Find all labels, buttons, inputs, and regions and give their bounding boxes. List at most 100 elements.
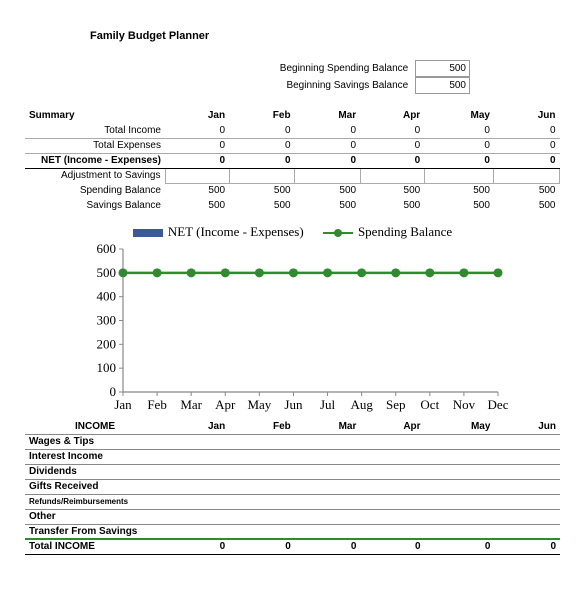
adjustment-cell[interactable] — [360, 168, 424, 183]
summary-cell: 0 — [424, 138, 494, 153]
income-cell[interactable] — [494, 434, 560, 449]
summary-row-label: Adjustment to Savings — [25, 168, 165, 183]
income-cell[interactable] — [425, 434, 495, 449]
svg-text:400: 400 — [96, 289, 116, 304]
income-cell[interactable] — [425, 494, 495, 509]
adjustment-cell[interactable] — [494, 168, 560, 183]
income-cell[interactable] — [165, 434, 229, 449]
begin-spend-label: Beginning Spending Balance — [280, 61, 408, 76]
col-month: May — [424, 108, 494, 123]
income-cell[interactable] — [165, 479, 229, 494]
income-cell[interactable] — [295, 509, 361, 524]
svg-text:Apr: Apr — [215, 397, 236, 412]
col-month: Jun — [494, 419, 560, 434]
income-cell[interactable] — [229, 449, 295, 464]
income-cell[interactable] — [229, 479, 295, 494]
col-month: Feb — [229, 108, 294, 123]
summary-cell: 500 — [165, 183, 229, 198]
summary-row-label: Savings Balance — [25, 198, 165, 213]
income-cell[interactable] — [295, 524, 361, 539]
income-cell[interactable] — [165, 494, 229, 509]
summary-cell: 0 — [165, 153, 229, 168]
income-cell[interactable] — [360, 449, 424, 464]
income-cell[interactable] — [295, 479, 361, 494]
income-cell[interactable] — [229, 524, 295, 539]
income-total-cell: 0 — [229, 539, 295, 554]
income-total-cell: 0 — [425, 539, 495, 554]
begin-spend-value[interactable]: 500 — [415, 60, 470, 77]
svg-text:Dec: Dec — [487, 397, 507, 412]
svg-text:Oct: Oct — [420, 397, 439, 412]
income-cell[interactable] — [360, 524, 424, 539]
income-cell[interactable] — [494, 509, 560, 524]
income-cell[interactable] — [165, 464, 229, 479]
summary-cell: 0 — [494, 138, 560, 153]
income-cell[interactable] — [165, 449, 229, 464]
summary-cell: 500 — [424, 198, 494, 213]
income-row-label: Transfer From Savings — [25, 524, 165, 539]
svg-text:600: 600 — [96, 244, 116, 256]
summary-cell: 0 — [360, 153, 424, 168]
adjustment-cell[interactable] — [165, 168, 229, 183]
income-cell[interactable] — [295, 494, 361, 509]
income-cell[interactable] — [295, 464, 361, 479]
legend-net-swatch — [133, 229, 163, 237]
col-month: Jan — [165, 419, 229, 434]
income-cell[interactable] — [425, 509, 495, 524]
summary-cell: 0 — [165, 123, 229, 138]
summary-table: Summary Jan Feb Mar Apr May Jun Total In… — [25, 108, 560, 213]
adjustment-cell[interactable] — [295, 168, 361, 183]
svg-text:Mar: Mar — [180, 397, 202, 412]
summary-cell: 500 — [229, 183, 294, 198]
summary-header: Summary — [25, 108, 165, 123]
col-month: Feb — [229, 419, 295, 434]
income-cell[interactable] — [229, 464, 295, 479]
income-cell[interactable] — [425, 464, 495, 479]
income-cell[interactable] — [360, 509, 424, 524]
svg-text:500: 500 — [96, 265, 116, 280]
income-cell[interactable] — [229, 434, 295, 449]
income-cell[interactable] — [229, 509, 295, 524]
summary-cell: 500 — [424, 183, 494, 198]
legend-spend-label: Spending Balance — [358, 224, 452, 239]
income-cell[interactable] — [165, 524, 229, 539]
income-cell[interactable] — [360, 434, 424, 449]
col-month: Jan — [165, 108, 229, 123]
svg-text:Jun: Jun — [284, 397, 303, 412]
adjustment-cell[interactable] — [424, 168, 494, 183]
income-cell[interactable] — [494, 494, 560, 509]
income-cell[interactable] — [494, 524, 560, 539]
income-cell[interactable] — [360, 464, 424, 479]
income-cell[interactable] — [494, 464, 560, 479]
legend-spend-swatch — [323, 226, 353, 240]
income-cell[interactable] — [425, 479, 495, 494]
col-month: Mar — [295, 108, 361, 123]
beginning-balances: Beginning Spending Balance 500 Beginning… — [25, 60, 560, 94]
income-cell[interactable] — [494, 449, 560, 464]
svg-text:Jan: Jan — [114, 397, 132, 412]
summary-cell: 0 — [229, 153, 294, 168]
income-cell[interactable] — [425, 524, 495, 539]
legend-net-label: NET (Income - Expenses) — [168, 224, 304, 239]
income-row-label: Dividends — [25, 464, 165, 479]
income-cell[interactable] — [360, 494, 424, 509]
svg-text:Feb: Feb — [147, 397, 167, 412]
income-table: INCOME Jan Feb Mar Apr May Jun Wages & T… — [25, 419, 560, 555]
summary-row-label: Total Expenses — [25, 138, 165, 153]
col-month: Jun — [494, 108, 560, 123]
income-row-label: Wages & Tips — [25, 434, 165, 449]
summary-cell: 500 — [295, 183, 361, 198]
summary-cell: 500 — [360, 183, 424, 198]
begin-save-value[interactable]: 500 — [415, 77, 470, 94]
summary-cell: 0 — [494, 123, 560, 138]
income-cell[interactable] — [425, 449, 495, 464]
income-cell[interactable] — [295, 434, 361, 449]
summary-row-label: NET (Income - Expenses) — [25, 153, 165, 168]
income-cell[interactable] — [494, 479, 560, 494]
income-cell[interactable] — [229, 494, 295, 509]
summary-cell: 0 — [295, 138, 361, 153]
income-cell[interactable] — [165, 509, 229, 524]
adjustment-cell[interactable] — [229, 168, 294, 183]
income-cell[interactable] — [360, 479, 424, 494]
income-cell[interactable] — [295, 449, 361, 464]
